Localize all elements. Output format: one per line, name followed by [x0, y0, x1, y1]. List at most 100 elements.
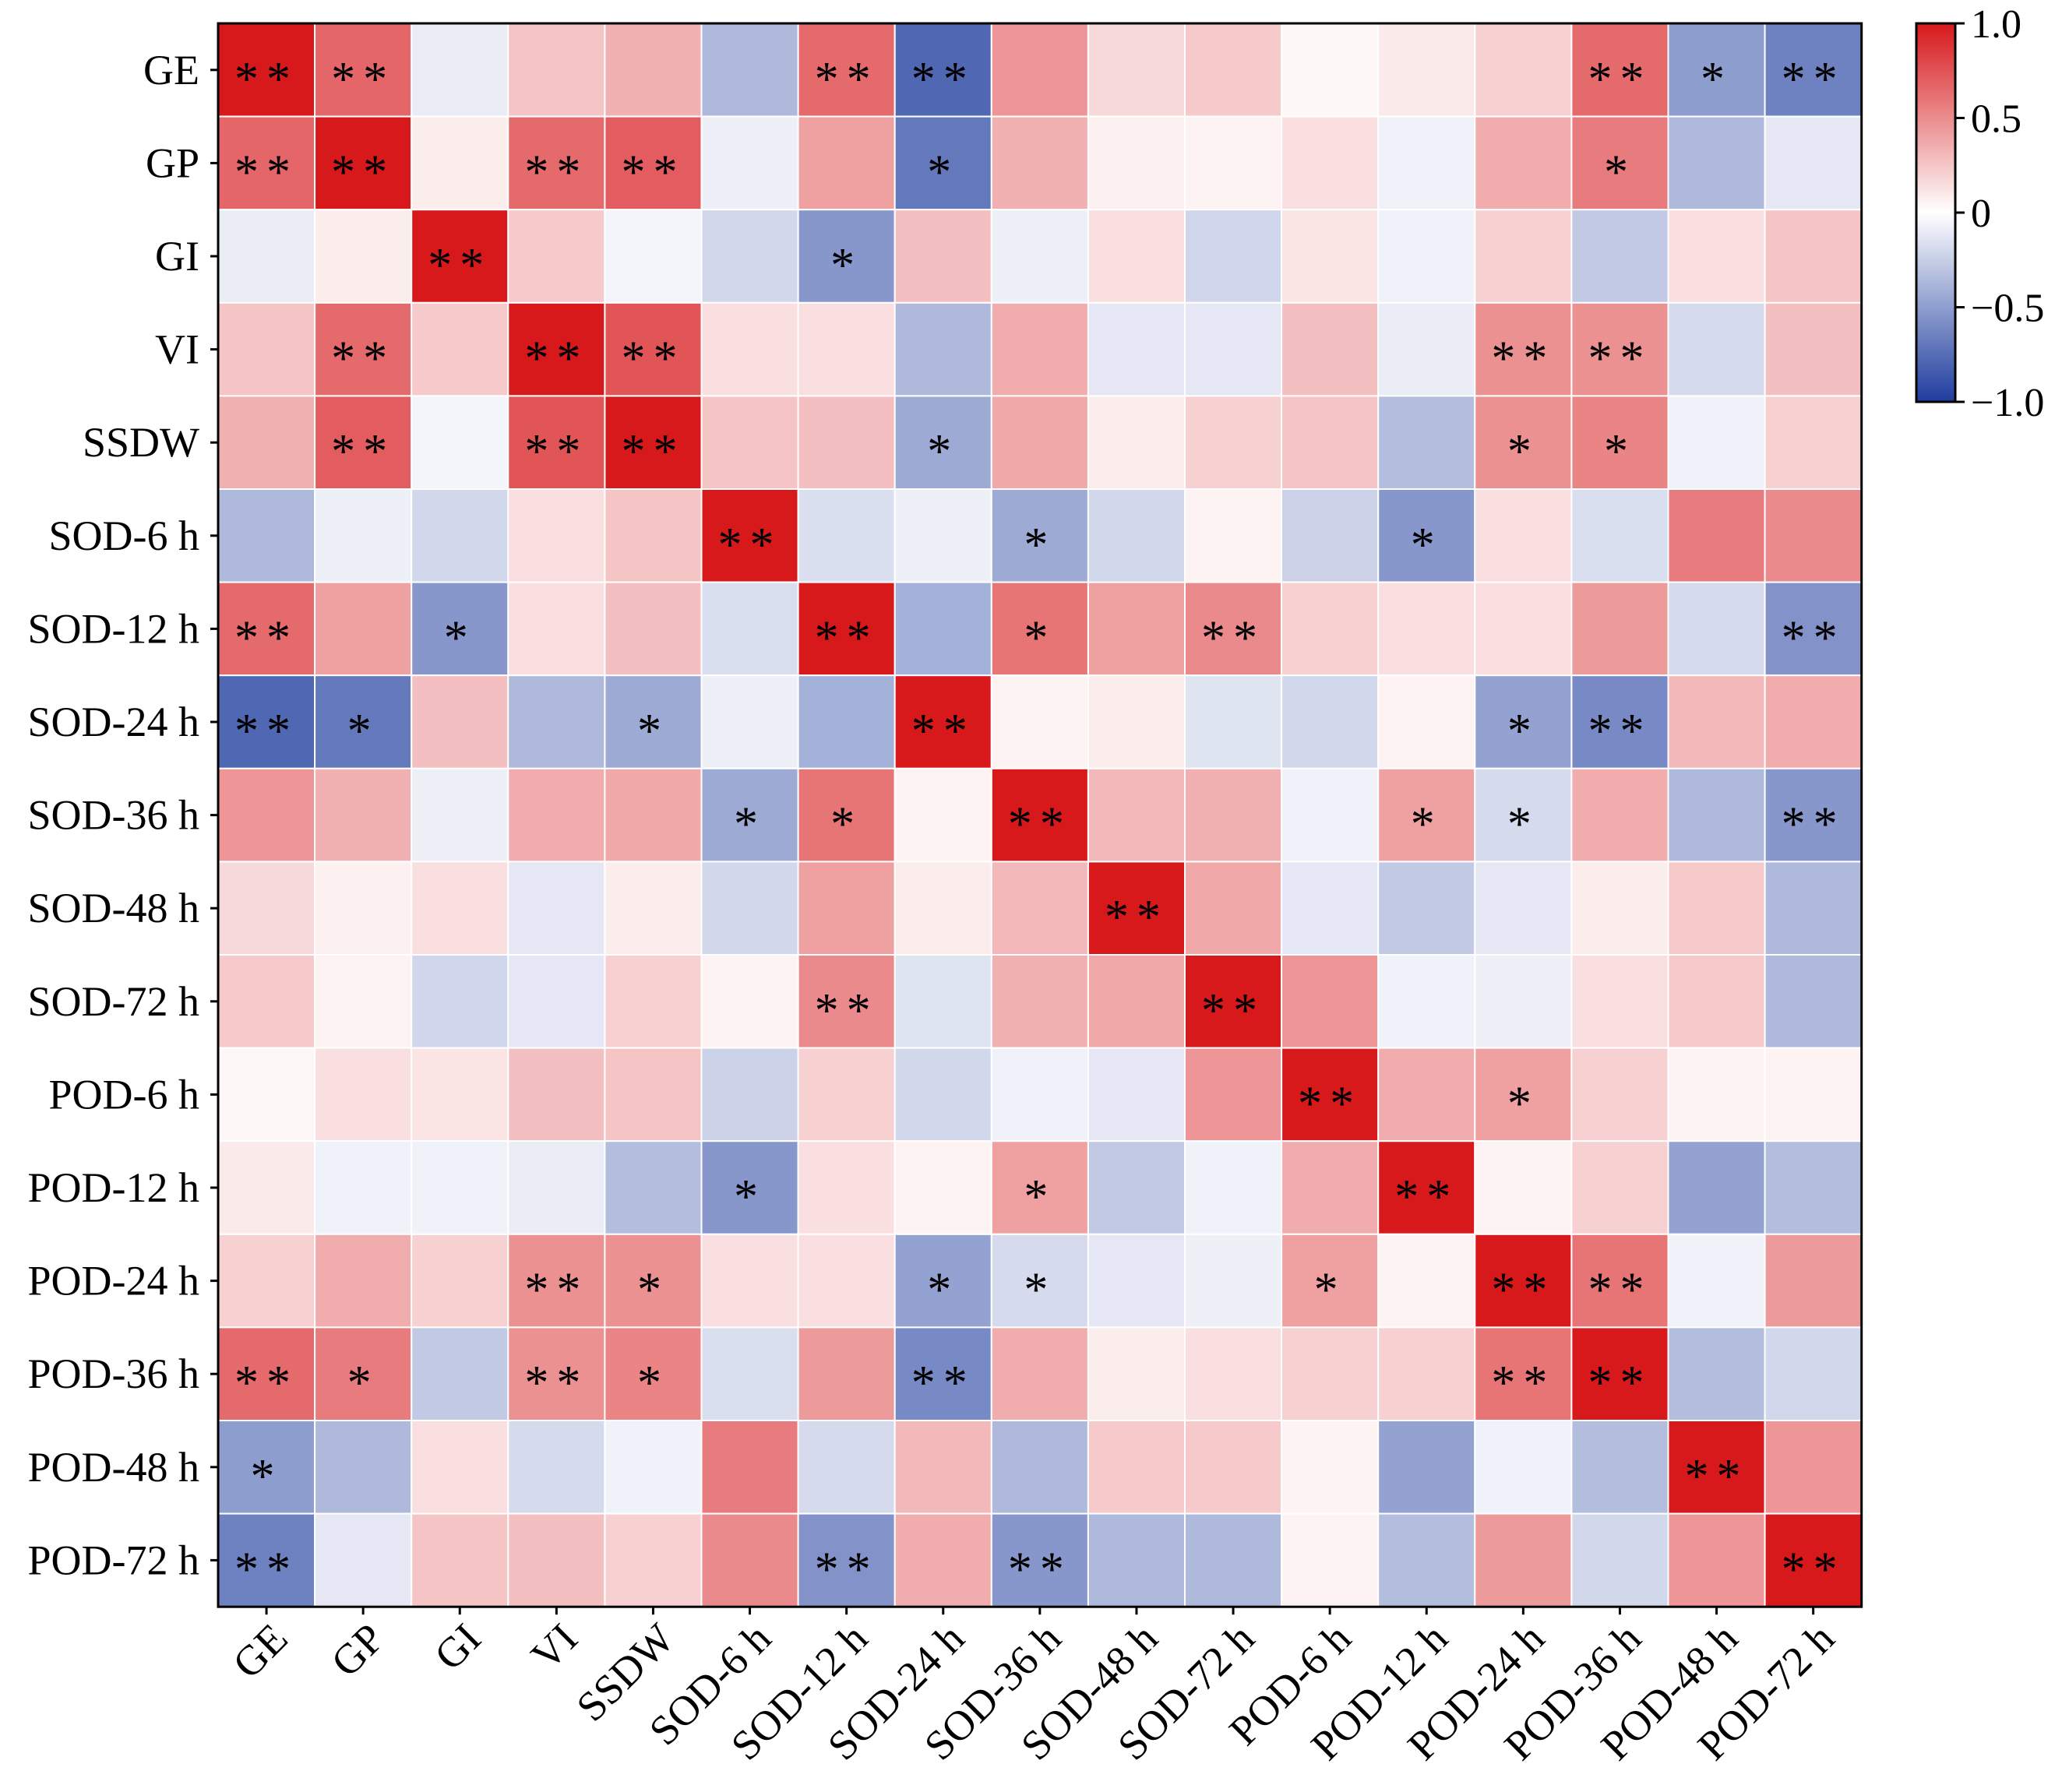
heatmap-cell: [411, 1233, 509, 1329]
significance-mark: **: [621, 425, 685, 478]
heatmap-cell: [507, 488, 606, 583]
significance-mark: **: [1491, 1357, 1555, 1410]
heatmap-cell: [1667, 1047, 1766, 1142]
heatmap-cell: [700, 861, 799, 956]
heatmap-cell: [604, 488, 703, 583]
heatmap-cell: [1570, 1420, 1669, 1515]
heatmap-cell: [507, 861, 606, 956]
heatmap-cell: [1667, 1233, 1766, 1329]
heatmap-cell: [217, 861, 316, 956]
significance-mark: **: [234, 705, 298, 758]
heatmap-cell: [1281, 1512, 1380, 1608]
significance-mark: **: [621, 333, 685, 386]
row-label: SOD-12 h: [27, 605, 199, 652]
heatmap-cell: [990, 488, 1089, 583]
significance-mark: **: [1588, 1264, 1651, 1317]
heatmap-cell: [217, 1047, 316, 1142]
significance-mark: *: [927, 146, 959, 199]
heatmap-cell: [894, 115, 992, 211]
heatmap-cell: [411, 209, 509, 304]
heatmap-cell: [1087, 581, 1186, 677]
heatmap-cell: [797, 767, 896, 863]
heatmap-cell: [990, 209, 1089, 304]
significance-mark: *: [1507, 425, 1539, 478]
row-label: SOD-48 h: [27, 885, 199, 931]
heatmap-cell: [411, 1420, 509, 1515]
significance-mark: **: [1201, 611, 1265, 664]
heatmap-cell: [700, 1233, 799, 1329]
heatmap-cell: [1377, 395, 1476, 490]
heatmap-cell: [700, 209, 799, 304]
significance-mark: **: [621, 146, 685, 199]
heatmap-cell: [314, 209, 413, 304]
heatmap-cell: [990, 1420, 1089, 1515]
heatmap-cell: [314, 861, 413, 956]
heatmap-cell: [217, 23, 316, 118]
significance-mark: **: [1588, 333, 1651, 386]
significance-mark: *: [1411, 798, 1443, 851]
heatmap-cell: [894, 674, 992, 769]
heatmap-cell: [507, 301, 606, 397]
significance-mark: **: [1491, 1264, 1555, 1317]
heatmap-cell: [797, 1233, 896, 1329]
heatmap-cell: [507, 1140, 606, 1235]
column-label: VI: [522, 1614, 587, 1679]
heatmap-cell: [1570, 861, 1669, 956]
heatmap-cell: [1667, 488, 1766, 583]
colorbar-tick-label: −1.0: [1971, 381, 2044, 425]
heatmap-cell: [1377, 1420, 1476, 1515]
significance-mark: *: [1024, 1264, 1056, 1317]
heatmap-cell: [700, 581, 799, 677]
row-label: POD-6 h: [48, 1071, 199, 1118]
heatmap-cell: [1474, 861, 1573, 956]
heatmap-cell: [990, 23, 1089, 118]
significance-mark: *: [1024, 611, 1056, 664]
heatmap-cell: [990, 395, 1089, 490]
heatmap-cell: [1667, 23, 1766, 118]
heatmap-cell: [700, 674, 799, 769]
heatmap-cell: [411, 488, 509, 583]
heatmap-cell: [1087, 115, 1186, 211]
heatmap-cell: [217, 301, 316, 397]
heatmap-cell: [990, 954, 1089, 1049]
significance-mark: **: [815, 1543, 879, 1596]
heatmap-cell: [1184, 23, 1283, 118]
heatmap-cell: [1570, 954, 1669, 1049]
heatmap-cell: [1764, 23, 1863, 118]
heatmap-cell: [1570, 1512, 1669, 1608]
heatmap-cell: [1184, 395, 1283, 490]
heatmap-cell: [1377, 581, 1476, 677]
heatmap-cell: [1087, 1047, 1186, 1142]
heatmap-cell: [1474, 581, 1573, 677]
heatmap-cell: [411, 1512, 509, 1608]
row-label: GP: [146, 139, 199, 186]
heatmap-cell: [507, 395, 606, 490]
heatmap-cell: [1570, 767, 1669, 863]
heatmap-cell: [990, 767, 1089, 863]
heatmap-cell: [604, 1047, 703, 1142]
heatmap-cell: [1764, 581, 1863, 677]
heatmap-cell: [1281, 23, 1380, 118]
significance-mark: **: [1588, 1357, 1651, 1410]
significance-mark: **: [815, 611, 879, 664]
heatmap-cell: [1667, 301, 1766, 397]
row-label: POD-24 h: [27, 1258, 199, 1304]
heatmap-cell: [604, 301, 703, 397]
heatmap-cell: [1570, 301, 1669, 397]
significance-mark: *: [251, 1450, 283, 1503]
heatmap-cell: [1184, 1140, 1283, 1235]
significance-mark: *: [734, 798, 766, 851]
significance-mark: **: [234, 146, 298, 199]
significance-mark: **: [234, 1357, 298, 1410]
heatmap-cell: [990, 674, 1089, 769]
heatmap-cell: [990, 1140, 1089, 1235]
heatmap-cell: [314, 488, 413, 583]
heatmap-cell: [1570, 1140, 1669, 1235]
significance-mark: *: [637, 1357, 669, 1410]
heatmap-cell: [1184, 581, 1283, 677]
heatmap-cell: [217, 1326, 316, 1422]
heatmap-cell: [1764, 1512, 1863, 1608]
heatmap-cell: [217, 209, 316, 304]
heatmap-cell: [604, 395, 703, 490]
significance-mark: **: [331, 53, 395, 106]
